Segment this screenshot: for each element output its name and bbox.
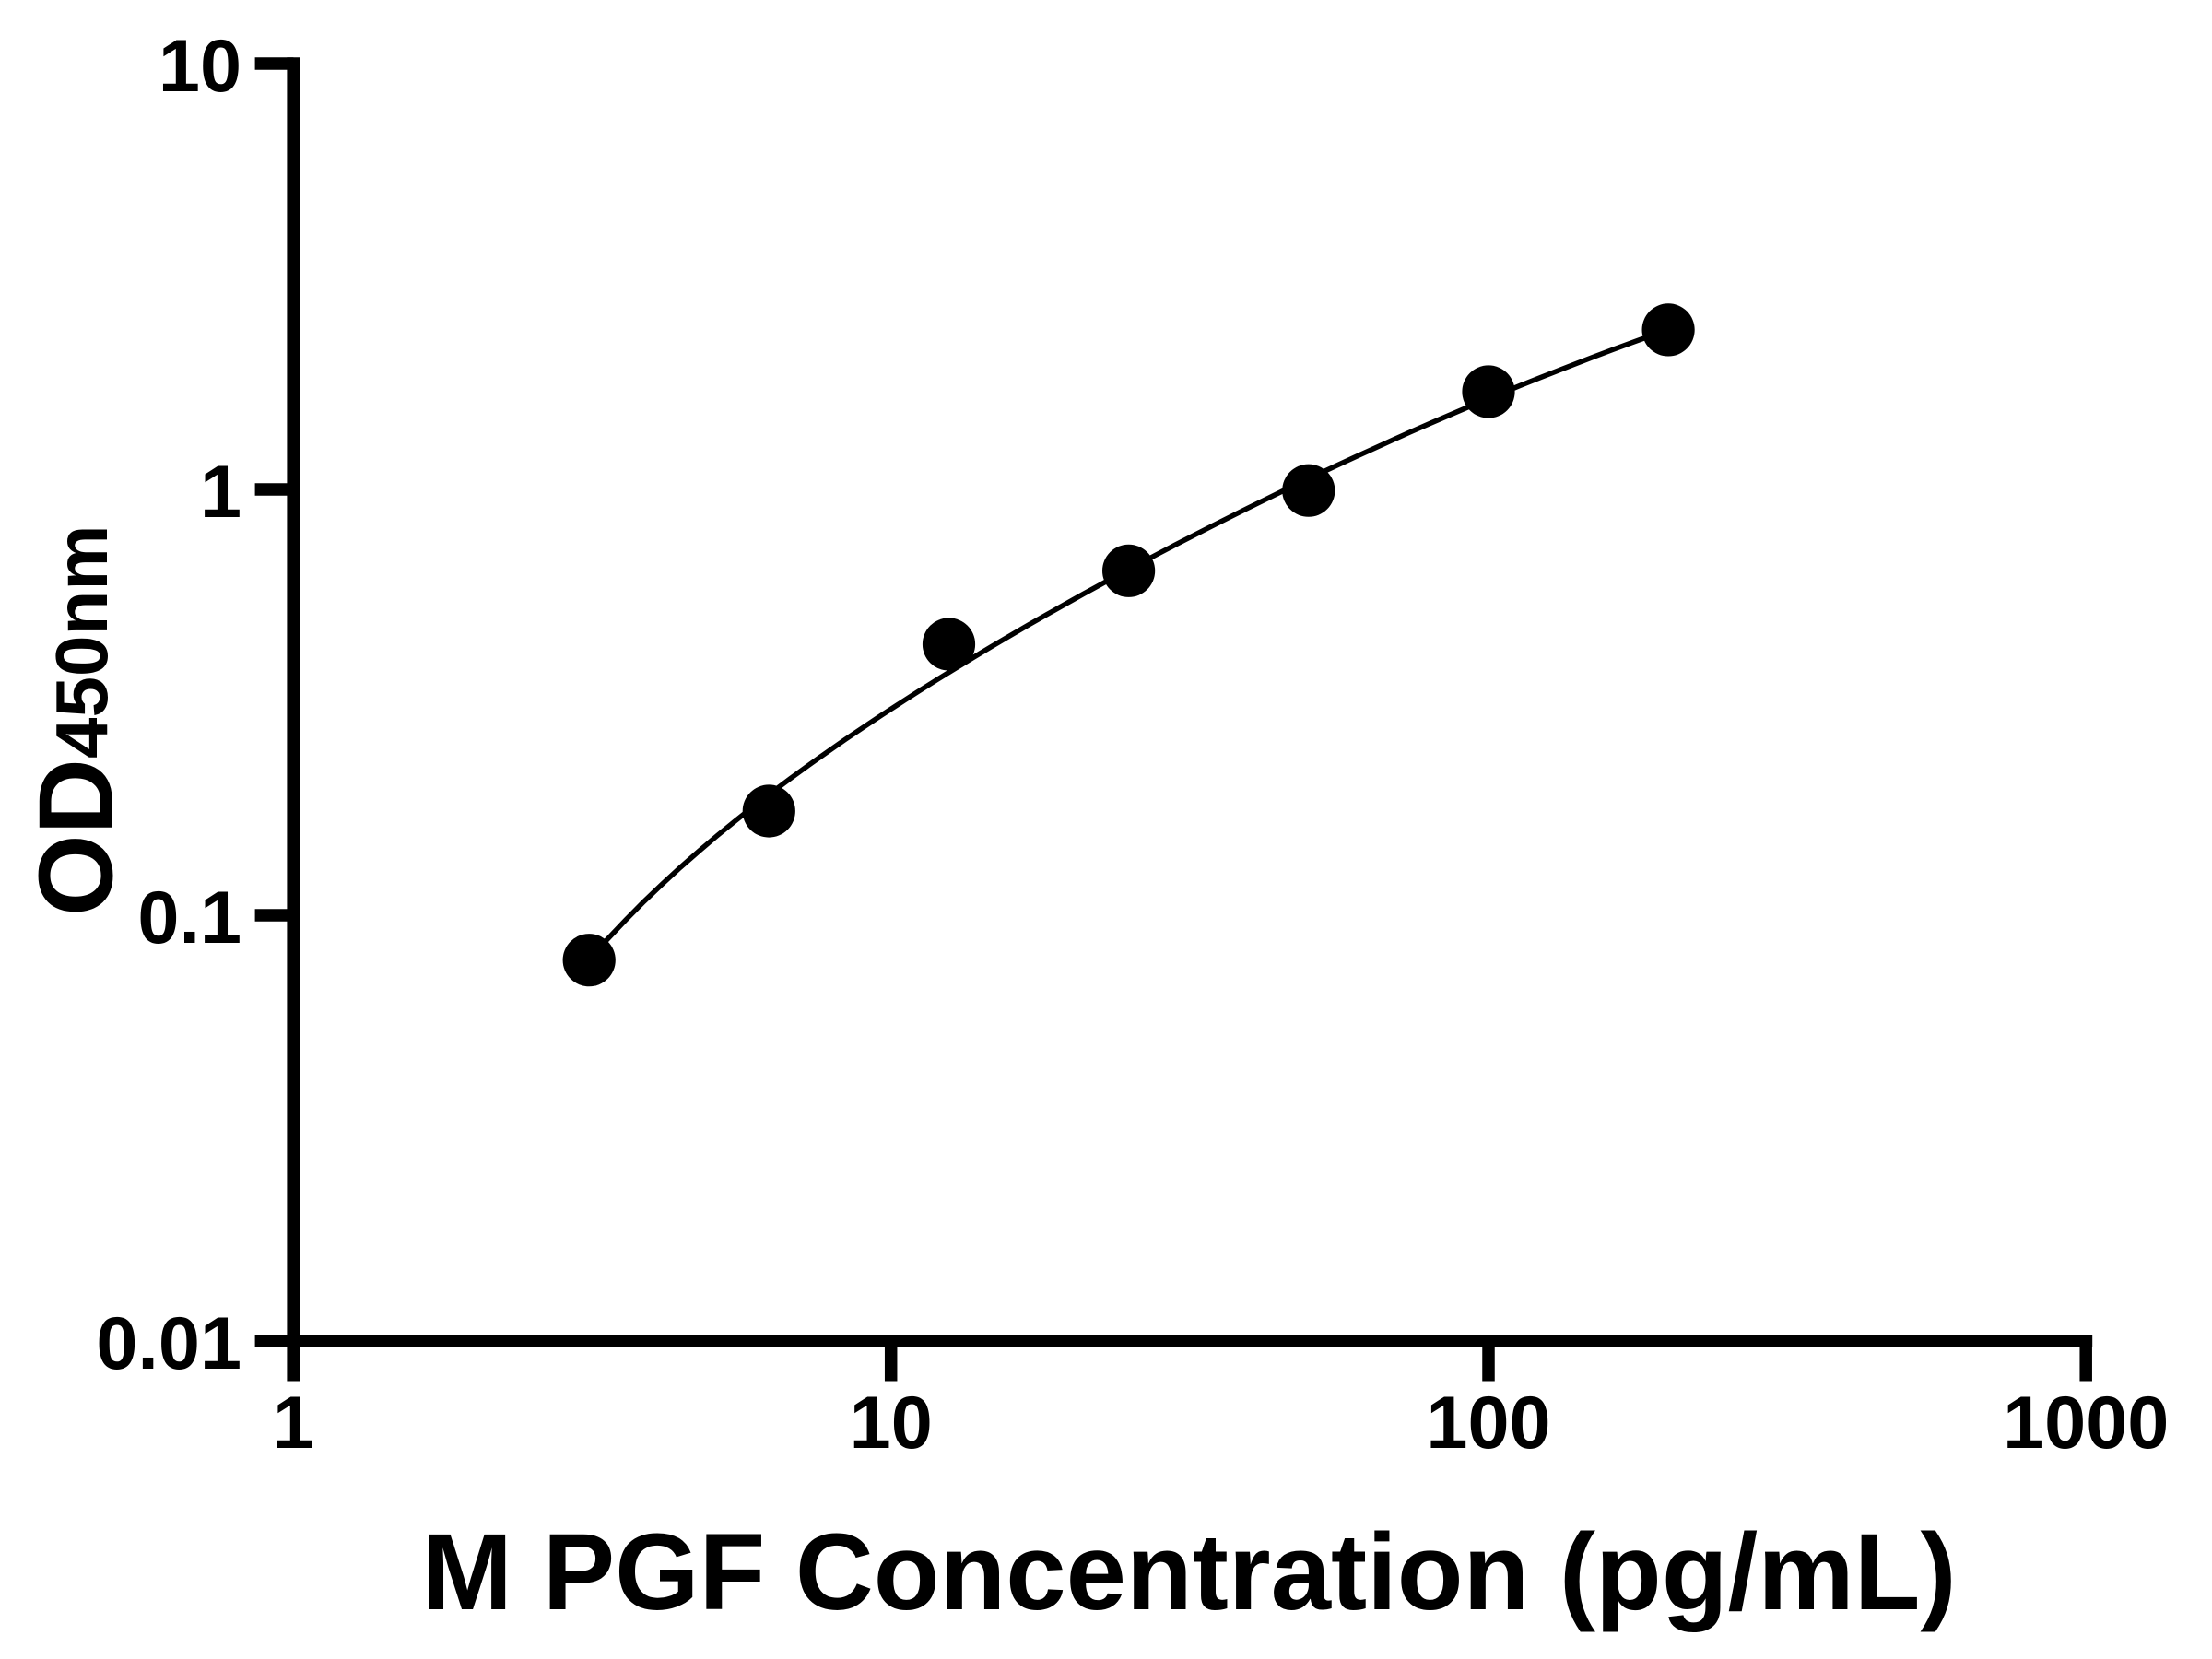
svg-text:M PGF Concentration (pg/mL): M PGF Concentration (pg/mL) [422, 1512, 1956, 1632]
svg-text:0.1: 0.1 [137, 877, 241, 959]
svg-text:10: 10 [159, 25, 241, 108]
svg-text:10: 10 [850, 1382, 933, 1465]
svg-text:1: 1 [273, 1382, 314, 1465]
svg-text:OD450nm: OD450nm [18, 525, 135, 916]
svg-text:1: 1 [200, 451, 241, 534]
svg-text:1000: 1000 [2003, 1382, 2169, 1465]
svg-text:100: 100 [1426, 1382, 1550, 1465]
svg-text:0.01: 0.01 [96, 1302, 241, 1385]
